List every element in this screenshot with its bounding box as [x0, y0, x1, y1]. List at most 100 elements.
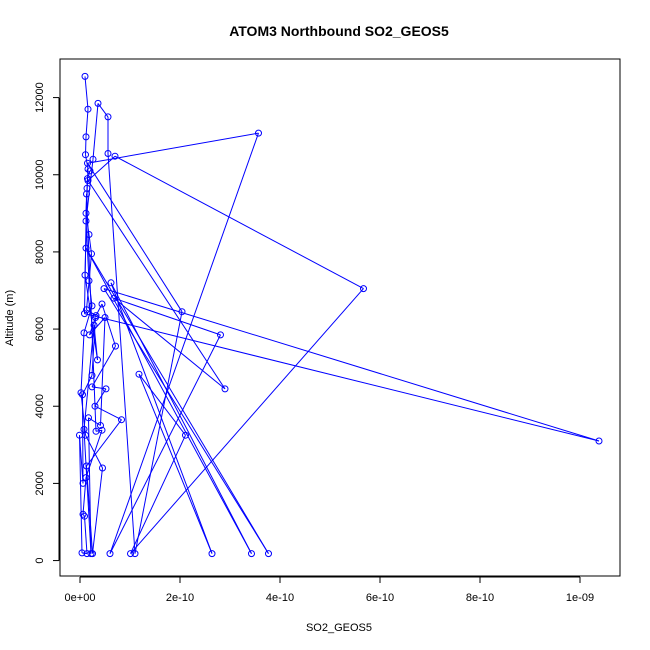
y-tick-label: 4000: [34, 394, 46, 418]
series-segment: [85, 109, 89, 137]
series-segment: [130, 288, 364, 554]
data-point: [88, 371, 96, 379]
series-segment: [87, 155, 116, 181]
data-point: [85, 277, 93, 285]
data-point: [84, 105, 92, 113]
data-point: [99, 464, 106, 472]
data-point: [84, 159, 91, 167]
data-point: [248, 550, 255, 558]
data-point: [90, 321, 98, 329]
data-point: [79, 479, 87, 487]
series-segment: [84, 178, 88, 276]
x-tick-label: 1e-09: [566, 592, 594, 604]
series-segment: [138, 373, 186, 436]
series-segment: [130, 434, 186, 554]
data-point: [360, 285, 367, 293]
data-point: [92, 314, 99, 321]
series-segment: [109, 132, 259, 554]
series-segment: [88, 417, 101, 426]
data-point: [97, 422, 104, 429]
data-point: [81, 310, 88, 318]
data-point: [83, 190, 90, 198]
x-tick-label: 4e-10: [266, 592, 294, 604]
data-point: [79, 510, 87, 518]
data-point: [265, 550, 272, 558]
series-segment: [87, 132, 259, 164]
data-point: [255, 129, 262, 137]
series-segment: [87, 180, 226, 390]
x-axis: 0e+00 2e-10 4e-10 6e-10 8e-10 1e-09: [65, 576, 594, 604]
series-segment: [84, 313, 600, 442]
data-point: [94, 99, 102, 107]
data-point: [101, 314, 109, 321]
data-point: [86, 167, 94, 175]
data-point: [86, 331, 93, 339]
series-segment: [91, 317, 96, 376]
data-point: [94, 356, 101, 364]
series-segment: [113, 297, 226, 390]
data-point: [221, 385, 229, 393]
data-point: [85, 231, 93, 238]
data-point: [104, 113, 112, 121]
x-tick-label: 0e+00: [65, 592, 96, 604]
series-segment: [85, 430, 103, 478]
series-segment: [91, 345, 116, 388]
data-point: [118, 416, 125, 424]
data-point: [98, 426, 106, 434]
series-segment: [82, 394, 84, 484]
data-point: [82, 133, 90, 141]
data-point: [217, 331, 224, 339]
y-tick-label: 2000: [34, 471, 46, 495]
series-segment: [85, 247, 269, 554]
data-point: [81, 512, 88, 520]
y-tick-label: 6000: [34, 317, 46, 341]
y-tick-label: 0: [34, 558, 46, 564]
y-axis-label: Altitude (m): [4, 290, 16, 346]
data-point: [88, 302, 96, 310]
series-segment: [107, 153, 136, 554]
series-segment: [80, 332, 85, 393]
series-segment: [103, 288, 600, 442]
data-point: [81, 72, 89, 80]
series-segment: [80, 392, 86, 436]
data-point: [83, 550, 91, 558]
y-tick-label: 10000: [34, 159, 46, 190]
series-segment: [95, 303, 103, 316]
series-segment: [83, 325, 95, 430]
series-segment: [83, 429, 92, 554]
x-tick-label: 6e-10: [366, 592, 394, 604]
data-point: [178, 308, 186, 316]
data-point: [80, 425, 88, 433]
series-segment: [84, 516, 88, 554]
data-point: [84, 175, 91, 183]
x-tick-label: 2e-10: [166, 592, 194, 604]
data-point: [89, 155, 97, 163]
series-segment: [84, 275, 98, 360]
data-point: [107, 279, 115, 287]
data-point: [100, 285, 108, 293]
y-tick-label: 12000: [34, 82, 46, 113]
data-point: [104, 150, 112, 157]
plot-frame: [59, 58, 621, 577]
data-point: [131, 550, 139, 558]
data-point: [106, 550, 114, 558]
series-segment: [134, 311, 183, 554]
data-point: [82, 244, 90, 252]
data-point: [111, 152, 119, 160]
series-segment: [86, 193, 97, 432]
x-tick-label: 8e-10: [466, 592, 494, 604]
y-axis: 0 2000 4000 6000 8000 10000 12000: [34, 82, 60, 564]
data-point: [88, 250, 95, 258]
data-point: [110, 294, 118, 302]
series-segment: [82, 513, 85, 517]
data-point: [595, 437, 603, 445]
data-point: [82, 474, 90, 482]
data-point: [91, 402, 99, 410]
series-segment: [87, 162, 183, 312]
data-point: [83, 462, 90, 470]
series-segment: [92, 103, 99, 160]
series-segment: [138, 374, 213, 554]
data-point: [81, 271, 89, 279]
